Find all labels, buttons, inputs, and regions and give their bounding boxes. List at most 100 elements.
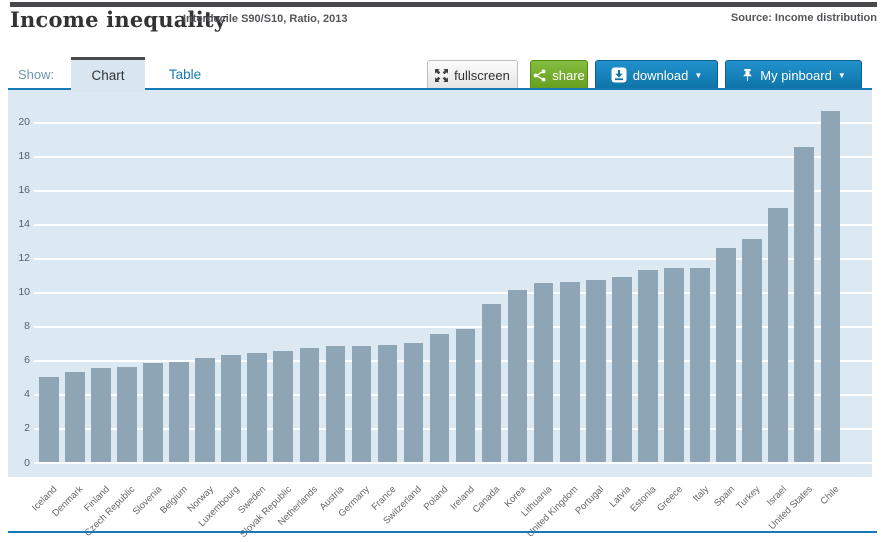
x-label-denmark: Denmark (50, 484, 86, 520)
bar-greece[interactable] (664, 268, 684, 462)
bar-switzerland[interactable] (403, 342, 424, 462)
bar-lithuania[interactable] (533, 283, 554, 462)
x-label-italy: Italy (690, 484, 711, 505)
bar-norway[interactable] (195, 358, 215, 462)
grid-line-14 (34, 223, 872, 226)
bar-united-states[interactable] (794, 147, 814, 462)
x-label-switzerland: Switzerland (381, 484, 425, 527)
pinboard-button-label: My pinboard (760, 67, 832, 83)
x-label-spain: Spain (711, 484, 737, 509)
x-label-ireland: Ireland (448, 484, 477, 513)
download-button[interactable]: download ▼ (595, 60, 718, 90)
bar-belgium[interactable] (169, 361, 189, 462)
x-label-netherlands: Netherlands (276, 484, 321, 529)
tab-chart[interactable]: Chart (71, 57, 145, 92)
share-icon (533, 69, 546, 82)
download-button-label: download (632, 67, 689, 83)
bar-netherlands[interactable] (299, 347, 319, 462)
x-label-slovenia: Slovenia (130, 484, 164, 518)
y-tick-label: 14 (18, 218, 30, 231)
bottom-border (8, 531, 877, 533)
x-label-sweden: Sweden (235, 484, 268, 517)
download-icon (611, 67, 627, 83)
tab-table[interactable]: Table (168, 67, 202, 82)
bar-chile[interactable] (820, 111, 840, 462)
bar-france[interactable] (377, 344, 398, 462)
grid-line-4 (34, 393, 872, 396)
x-label-united-states: United States (766, 484, 815, 533)
fullscreen-icon (435, 68, 449, 82)
x-label-poland: Poland (421, 484, 451, 513)
y-tick-label: 4 (24, 388, 30, 401)
y-tick-label: 16 (18, 184, 30, 197)
y-tick-label: 6 (24, 354, 30, 367)
fullscreen-button-label: fullscreen (454, 67, 510, 83)
bar-canada[interactable] (481, 303, 502, 462)
bar-latvia[interactable] (612, 276, 632, 462)
bar-united-kingdom[interactable] (560, 281, 580, 462)
my-pinboard-button[interactable]: My pinboard ▼ (725, 60, 862, 90)
x-label-estonia: Estonia (628, 484, 659, 515)
y-tick-label: 2 (24, 422, 30, 435)
bar-turkey[interactable] (742, 239, 762, 462)
x-label-iceland: Iceland (30, 484, 60, 514)
y-tick-label: 0 (24, 456, 30, 469)
x-label-luxembourg: Luxembourg (196, 484, 242, 530)
bar-spain[interactable] (716, 247, 736, 462)
share-button[interactable]: share (530, 60, 588, 90)
x-label-france: France (369, 484, 399, 513)
bar-korea[interactable] (507, 290, 528, 462)
x-label-korea: Korea (502, 484, 529, 510)
bar-portugal[interactable] (586, 279, 606, 462)
bar-estonia[interactable] (638, 269, 658, 462)
x-label-norway: Norway (185, 484, 216, 515)
bar-luxembourg[interactable] (221, 354, 241, 462)
x-label-canada: Canada (471, 484, 503, 516)
bar-finland[interactable] (91, 368, 111, 462)
bar-slovak-republic[interactable] (273, 351, 293, 462)
x-label-latvia: Latvia (606, 484, 633, 510)
bar-slovenia[interactable] (143, 363, 163, 462)
chart-panel: 0 2 4 6 8 10 12 14 16 18 20 (8, 90, 872, 477)
y-tick-label: 12 (18, 252, 30, 265)
bar-denmark[interactable] (65, 371, 85, 462)
grid-line-16 (34, 189, 872, 192)
grid-line-20 (34, 121, 872, 124)
bar-czech-republic[interactable] (117, 366, 137, 462)
pinboard-caret-icon: ▼ (837, 71, 846, 80)
grid-line-2 (34, 427, 872, 430)
x-label-chile: Chile (817, 484, 842, 508)
grid-line-8 (34, 325, 872, 328)
tab-underline (8, 88, 872, 90)
bar-germany[interactable] (351, 346, 372, 462)
share-button-label: share (552, 67, 585, 83)
grid-line-12 (34, 257, 872, 260)
pin-icon (741, 68, 754, 82)
x-label-belgium: Belgium (157, 484, 190, 517)
page-title: Income inequality (10, 7, 227, 32)
x-label-greece: Greece (654, 484, 685, 514)
bar-poland[interactable] (429, 334, 450, 462)
source-label: Source: Income distribution (730, 12, 877, 24)
grid-line-10 (34, 291, 872, 294)
x-label-austria: Austria (317, 484, 347, 513)
bar-sweden[interactable] (247, 353, 267, 462)
y-tick-label: 8 (24, 320, 30, 333)
download-caret-icon: ▼ (694, 71, 703, 80)
x-label-portugal: Portugal (573, 484, 607, 517)
grid-line-6 (34, 359, 872, 362)
bar-israel[interactable] (768, 208, 788, 462)
y-tick-label: 18 (18, 150, 30, 163)
bar-ireland[interactable] (455, 329, 476, 462)
bar-austria[interactable] (325, 346, 346, 462)
bar-iceland[interactable] (39, 376, 59, 462)
y-tick-label: 20 (18, 116, 30, 129)
bar-italy[interactable] (690, 268, 710, 462)
page-subtitle: Interdecile S90/S10, Ratio, 2013 (183, 13, 348, 25)
grid-line-18 (34, 155, 872, 158)
top-accent-bar (10, 2, 877, 7)
fullscreen-button[interactable]: fullscreen (427, 60, 518, 90)
x-label-israel: Israel (764, 484, 789, 509)
grid-line-0 (34, 462, 872, 464)
